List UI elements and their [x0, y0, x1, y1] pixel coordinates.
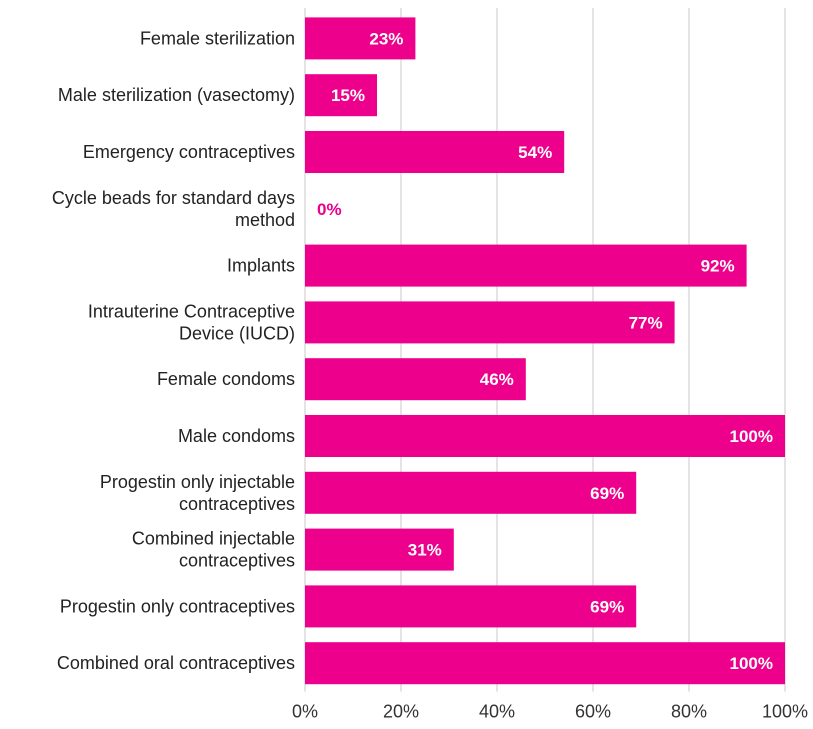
x-tick-label: 80%	[671, 702, 707, 722]
category-label: Progestin only contraceptives	[60, 596, 295, 616]
value-labels: 23% 15% 54% 0% 92% 77% 46% 100% 69% 31% 69% 100%	[317, 29, 773, 673]
data-label: 100%	[730, 654, 773, 673]
category-label: Combined oral contraceptives	[57, 653, 295, 673]
data-label: 54%	[518, 143, 552, 162]
bar	[305, 585, 637, 628]
bar	[305, 301, 675, 344]
data-label: 92%	[701, 257, 735, 276]
gridlines	[304, 8, 786, 692]
category-labels: Female sterilization Male sterilization (…	[52, 28, 295, 673]
category-label: Emergency contraceptives	[83, 142, 295, 162]
x-tick-label: 100%	[762, 702, 808, 722]
data-label: 69%	[590, 597, 624, 616]
x-tick-label: 40%	[479, 702, 515, 722]
category-label: Intrauterine Contraceptive Device (IUCD)	[88, 301, 295, 343]
bar	[305, 74, 377, 117]
data-label: 69%	[590, 484, 624, 503]
x-axis-ticks: 0% 20% 40% 60% 80% 100%	[292, 702, 808, 722]
bar	[305, 528, 454, 571]
data-label: 31%	[408, 541, 442, 560]
bar	[305, 415, 785, 457]
bar	[305, 17, 416, 60]
bars	[305, 17, 785, 685]
data-label: 23%	[369, 29, 403, 48]
data-label: 46%	[480, 370, 514, 389]
bar	[305, 244, 747, 287]
category-label: Female condoms	[157, 369, 295, 389]
x-tick-label: 0%	[292, 702, 318, 722]
data-label: 100%	[730, 427, 773, 446]
category-label: Male sterilization (vasectomy)	[58, 85, 295, 105]
data-label: 77%	[629, 313, 663, 332]
category-label: Cycle beads for standard days method	[52, 188, 295, 230]
bar	[305, 642, 785, 685]
category-label: Male condoms	[178, 426, 295, 446]
data-label: 15%	[331, 86, 365, 105]
x-tick-label: 60%	[575, 702, 611, 722]
x-tick-label: 20%	[383, 702, 419, 722]
category-label: Female sterilization	[140, 28, 295, 48]
bar	[305, 471, 637, 514]
category-label: Implants	[227, 256, 295, 276]
data-label: 0%	[317, 200, 342, 219]
bar	[305, 358, 526, 401]
bar	[305, 131, 565, 173]
category-label: Progestin only injectable contraceptives	[100, 472, 295, 514]
category-label: Combined injectable contraceptives	[132, 529, 295, 571]
